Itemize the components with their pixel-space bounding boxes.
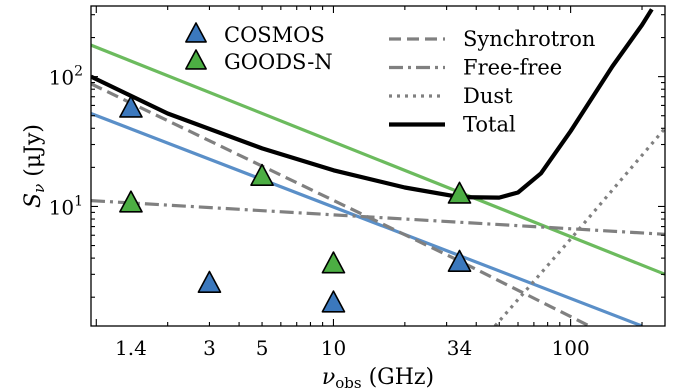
data-point-cosmos [447,249,472,272]
data-point-cosmos [119,95,143,118]
y-tick-label: 101 [49,193,83,219]
data-point-goods-n [119,190,143,213]
fit-line-goods-n [91,43,665,276]
legend-label-goods-n: GOODS-N [224,50,333,74]
x-tick-label: 3 [203,336,216,360]
y-axis-title: Sν (μJy) [21,124,48,208]
data-point-goods-n [321,251,346,274]
data-point-goods-n [447,181,472,204]
legend-marker-goods-n [185,49,207,70]
legend-label-cosmos: COSMOS [224,23,325,47]
legend-marker-cosmos [185,22,207,43]
model-curve-synchrotron [91,82,591,326]
legend: COSMOS GOODS-N Synchrotron Free-free Dust Tot… [185,22,595,137]
legend-label-free-free: Free-free [463,56,562,80]
x-axis: 1.4 3 5 10 34 100 [95,6,643,360]
legend-label-synchrotron: Synchrotron [463,27,595,51]
data-point-goods-n [250,163,274,186]
data-point-cosmos [321,290,346,313]
x-axis-title: νobs (GHz) [322,365,434,392]
plot-frame [90,5,666,327]
x-tick-label: 5 [256,336,269,360]
fit-line-cosmos [91,112,643,326]
x-tick-label: 1.4 [115,336,147,360]
data-point-cosmos [197,270,222,293]
x-tick-label: 100 [552,336,590,360]
model-curve-total [91,8,654,200]
legend-label-dust: Dust [463,84,513,108]
legend-label-total: Total [463,113,516,137]
x-tick-label: 34 [447,336,472,360]
model-curve-free-free [91,199,665,236]
y-axis: 101 102 [49,14,665,298]
plot-area [91,8,665,326]
x-tick-label: 10 [321,336,346,360]
y-tick-label: 102 [49,64,83,90]
